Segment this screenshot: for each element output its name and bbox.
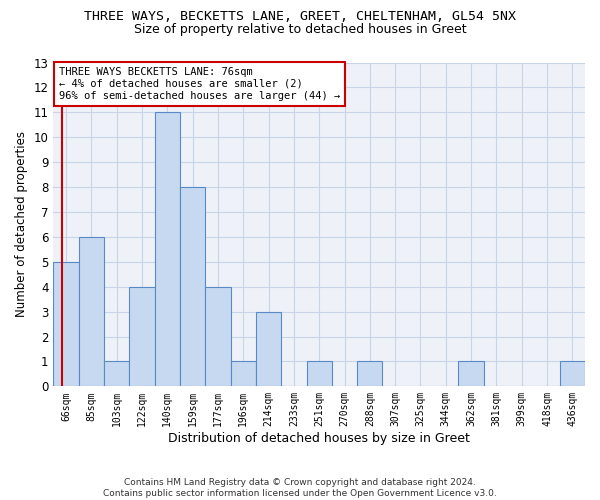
Bar — [104, 362, 130, 386]
Y-axis label: Number of detached properties: Number of detached properties — [15, 132, 28, 318]
Text: Size of property relative to detached houses in Greet: Size of property relative to detached ho… — [134, 22, 466, 36]
Bar — [560, 362, 585, 386]
Bar — [180, 187, 205, 386]
Bar — [130, 286, 155, 386]
Text: THREE WAYS BECKETTS LANE: 76sqm
← 4% of detached houses are smaller (2)
96% of s: THREE WAYS BECKETTS LANE: 76sqm ← 4% of … — [59, 68, 340, 100]
Bar — [155, 112, 180, 386]
Text: Contains HM Land Registry data © Crown copyright and database right 2024.
Contai: Contains HM Land Registry data © Crown c… — [103, 478, 497, 498]
Bar — [357, 362, 382, 386]
Text: THREE WAYS, BECKETTS LANE, GREET, CHELTENHAM, GL54 5NX: THREE WAYS, BECKETTS LANE, GREET, CHELTE… — [84, 10, 516, 23]
Bar — [53, 262, 79, 386]
Bar — [79, 237, 104, 386]
Bar — [230, 362, 256, 386]
X-axis label: Distribution of detached houses by size in Greet: Distribution of detached houses by size … — [168, 432, 470, 445]
Bar — [256, 312, 281, 386]
Bar — [458, 362, 484, 386]
Bar — [307, 362, 332, 386]
Bar — [205, 286, 230, 386]
